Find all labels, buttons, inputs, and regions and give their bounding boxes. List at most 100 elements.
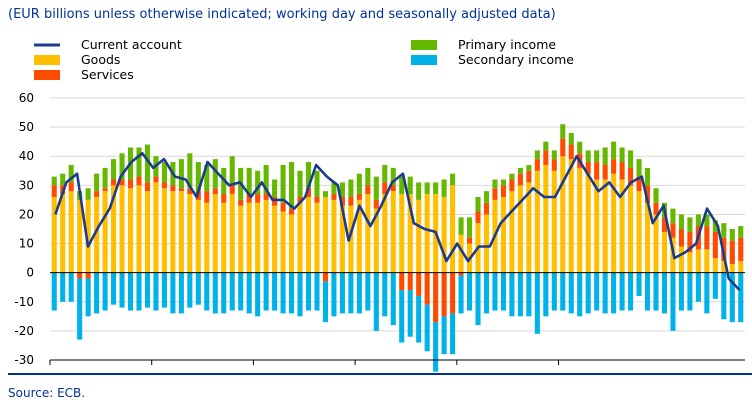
bar-goods: [204, 202, 210, 273]
bar-goods: [68, 191, 74, 273]
bar-secondary-income: [373, 272, 379, 331]
bar-services: [534, 159, 540, 171]
bar-services: [433, 272, 439, 323]
x-tick-label: 2020: [340, 370, 371, 372]
bar-secondary-income: [170, 272, 176, 314]
bar-secondary-income: [331, 272, 337, 317]
bar-services: [704, 226, 710, 250]
legend-swatch-secondary-income: [411, 55, 437, 65]
bar-primary-income: [119, 153, 125, 180]
bar-services: [85, 272, 91, 279]
bar-goods: [560, 156, 566, 273]
bar-goods: [577, 167, 583, 273]
bar-services: [416, 272, 422, 296]
bar-services: [560, 138, 566, 157]
bar-goods: [619, 179, 625, 273]
bar-services: [619, 162, 625, 180]
bar-secondary-income: [628, 272, 634, 311]
bar-goods: [127, 188, 134, 273]
bar-services: [255, 194, 261, 203]
bar-secondary-income: [475, 272, 481, 326]
bar-services: [382, 182, 388, 195]
bar-secondary-income: [644, 272, 651, 311]
bar-services: [602, 164, 608, 180]
bar-goods: [509, 191, 515, 273]
bar-primary-income: [255, 170, 261, 195]
bar-primary-income: [534, 150, 540, 160]
bar-services: [305, 188, 312, 197]
bar-primary-income: [594, 150, 600, 163]
bar-primary-income: [433, 182, 439, 195]
x-tick-label: 2018: [136, 370, 167, 372]
bar-goods: [60, 194, 66, 273]
bar-secondary-income: [68, 272, 74, 302]
bar-primary-income: [390, 167, 396, 186]
bar-primary-income: [738, 226, 744, 238]
bar-goods: [322, 196, 328, 273]
bar-services: [94, 191, 100, 197]
bar-secondary-income: [348, 272, 354, 314]
bar-services: [272, 196, 278, 206]
bar-goods: [153, 182, 159, 273]
bar-services: [390, 185, 396, 192]
y-tick-label: 10: [19, 237, 34, 251]
bar-secondary-income: [441, 316, 447, 355]
bar-goods: [611, 173, 617, 273]
bar-goods: [704, 249, 710, 273]
bar-primary-income: [297, 170, 303, 197]
bar-services: [127, 179, 134, 189]
bar-services: [509, 179, 515, 192]
bar-services: [111, 179, 117, 186]
bar-services: [246, 194, 252, 203]
legend-swatch-goods: [34, 55, 60, 65]
bar-services: [144, 182, 151, 192]
y-axis-ticks: -30 -20 -10 0 10 20 30 40 50 60: [14, 91, 34, 367]
bar-services: [348, 196, 354, 206]
bar-goods: [272, 205, 278, 273]
bar-primary-income: [670, 208, 676, 224]
legend-swatch-primary-income: [411, 40, 437, 50]
bar-secondary-income: [467, 272, 473, 311]
bar-services: [204, 191, 210, 203]
bar-secondary-income: [678, 272, 684, 311]
bar-goods: [687, 252, 693, 273]
bar-goods: [187, 194, 193, 273]
bar-services: [517, 173, 523, 186]
bar-goods: [721, 261, 727, 273]
bar-goods: [373, 208, 379, 273]
bar-secondary-income: [738, 272, 744, 323]
bar-secondary-income: [187, 272, 193, 308]
legend-label-current-account: Current account: [81, 37, 182, 52]
bar-primary-income: [365, 167, 371, 186]
bar-secondary-income: [153, 272, 159, 311]
y-tick-label: -30: [14, 353, 34, 367]
bar-goods: [424, 194, 430, 273]
bar-goods: [653, 214, 659, 273]
bar-goods: [568, 159, 574, 273]
bar-services: [136, 176, 142, 186]
bar-goods: [348, 205, 354, 273]
bar-goods: [229, 194, 235, 273]
bar-goods: [382, 194, 388, 273]
source-note: Source: ECB.: [8, 386, 86, 400]
bar-goods: [170, 191, 176, 273]
legend-label-secondary-income: Secondary income: [458, 52, 574, 67]
bar-secondary-income: [238, 272, 244, 311]
bar-primary-income: [111, 159, 117, 180]
bar-primary-income: [644, 167, 651, 186]
bar-secondary-income: [322, 281, 328, 323]
bar-services: [551, 159, 557, 171]
bar-services: [289, 208, 295, 215]
bar-primary-income: [441, 179, 447, 197]
bar-secondary-income: [399, 290, 405, 343]
bar-services: [263, 194, 269, 200]
bar-secondary-income: [77, 278, 83, 340]
y-tick-label: 40: [19, 149, 34, 163]
bar-services: [356, 194, 362, 200]
bar-primary-income: [416, 182, 422, 200]
bar-secondary-income: [704, 272, 710, 314]
bar-goods: [602, 179, 608, 273]
bar-goods: [111, 185, 117, 273]
bar-primary-income: [229, 156, 235, 186]
bar-goods: [500, 196, 506, 273]
